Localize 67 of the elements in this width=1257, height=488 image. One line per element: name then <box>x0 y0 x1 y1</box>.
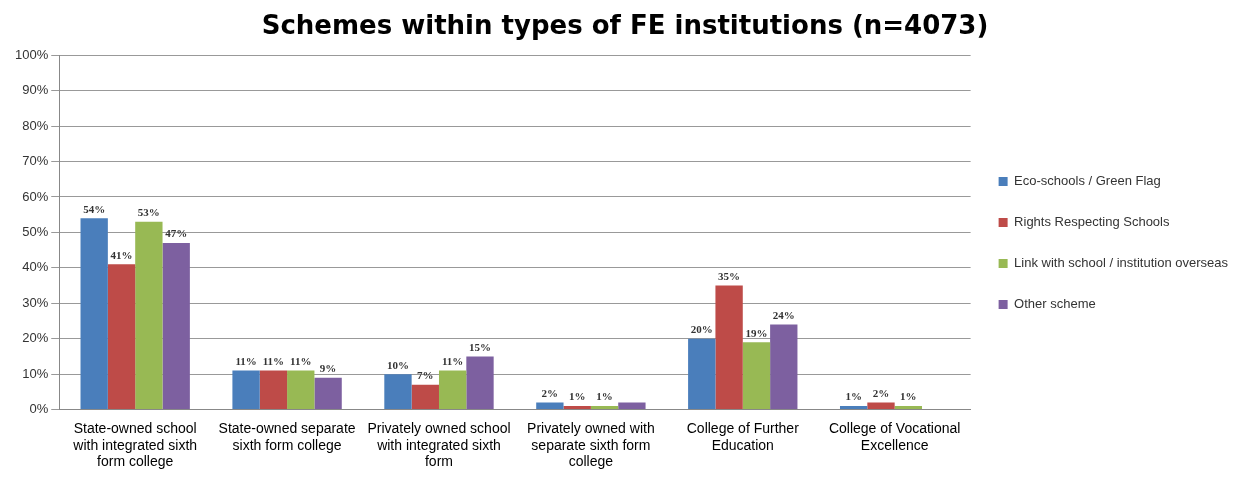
data-label: 1% <box>596 390 613 403</box>
data-label: 7% <box>417 369 434 382</box>
bar <box>80 218 108 410</box>
bar <box>867 402 895 410</box>
y-tick-label: 60% <box>22 188 49 204</box>
data-label: 41% <box>110 248 133 261</box>
chart-title: Schemes within types of FE institutions (n=4073) <box>261 10 989 41</box>
bar <box>384 374 412 410</box>
data-label: 10% <box>386 358 409 371</box>
data-label: 2% <box>541 386 559 399</box>
data-label: 11% <box>441 354 464 367</box>
data-label: 11% <box>235 354 257 367</box>
y-tick-label: 50% <box>22 223 49 239</box>
data-label: 11% <box>290 354 312 367</box>
data-label: 19% <box>745 326 768 339</box>
data-label: 24% <box>772 308 795 321</box>
legend-label: Rights Respecting Schools <box>1014 214 1170 230</box>
data-label: 35% <box>718 269 741 282</box>
bar <box>688 338 716 410</box>
x-tick-label: College of Vocational Excellence <box>828 419 961 453</box>
y-tick-label: 80% <box>22 117 49 133</box>
y-tick-label: 0% <box>29 401 49 417</box>
y-tick-label: 100% <box>15 46 49 62</box>
bar <box>536 402 564 410</box>
data-label: 9% <box>319 362 337 375</box>
bar <box>162 243 190 410</box>
data-label: 1% <box>845 390 862 403</box>
y-tick-label: 30% <box>22 294 49 310</box>
x-tick-label: State-owned school with integrated sixth form college <box>72 419 198 470</box>
bar <box>715 285 743 410</box>
bar <box>742 342 771 410</box>
data-label: 1% <box>900 390 917 403</box>
legend-label: Other scheme <box>1014 296 1096 312</box>
x-tick-label: Privately owned with separate sixth form college <box>527 419 655 470</box>
legend-label: Eco-schools / Green Flag <box>1014 173 1161 189</box>
bar <box>287 370 315 410</box>
data-label: 15% <box>469 340 491 353</box>
bar <box>563 406 591 410</box>
y-tick-label: 20% <box>22 330 49 346</box>
x-tick-label: Privately owned school with integrated sixth form <box>367 419 511 470</box>
bar <box>894 406 923 410</box>
bar <box>259 370 288 410</box>
y-tick-label: 40% <box>22 259 49 275</box>
data-label: 20% <box>690 323 713 336</box>
bar <box>590 406 619 410</box>
data-label: 53% <box>137 206 160 219</box>
bar <box>618 402 646 410</box>
data-label: 11% <box>262 354 285 367</box>
legend-label: Link with school / institution overseas <box>1014 255 1229 271</box>
bar <box>839 406 868 410</box>
bar <box>438 370 467 410</box>
bar <box>314 377 342 410</box>
bar <box>770 324 798 410</box>
data-label: 1% <box>568 390 586 403</box>
y-tick-label: 90% <box>22 82 49 98</box>
y-tick-label: 10% <box>22 365 49 381</box>
x-tick-label: College of Further Education <box>686 419 800 453</box>
bar <box>232 370 260 410</box>
x-tick-label: State-owned separate sixth form college <box>218 419 356 453</box>
data-label: 47% <box>165 227 188 240</box>
data-label: 54% <box>83 202 106 215</box>
bar <box>466 356 494 410</box>
data-label: 2% <box>872 386 890 399</box>
bar <box>411 384 439 410</box>
y-tick-label: 70% <box>22 153 49 169</box>
bar <box>135 221 163 410</box>
bar <box>107 264 136 410</box>
